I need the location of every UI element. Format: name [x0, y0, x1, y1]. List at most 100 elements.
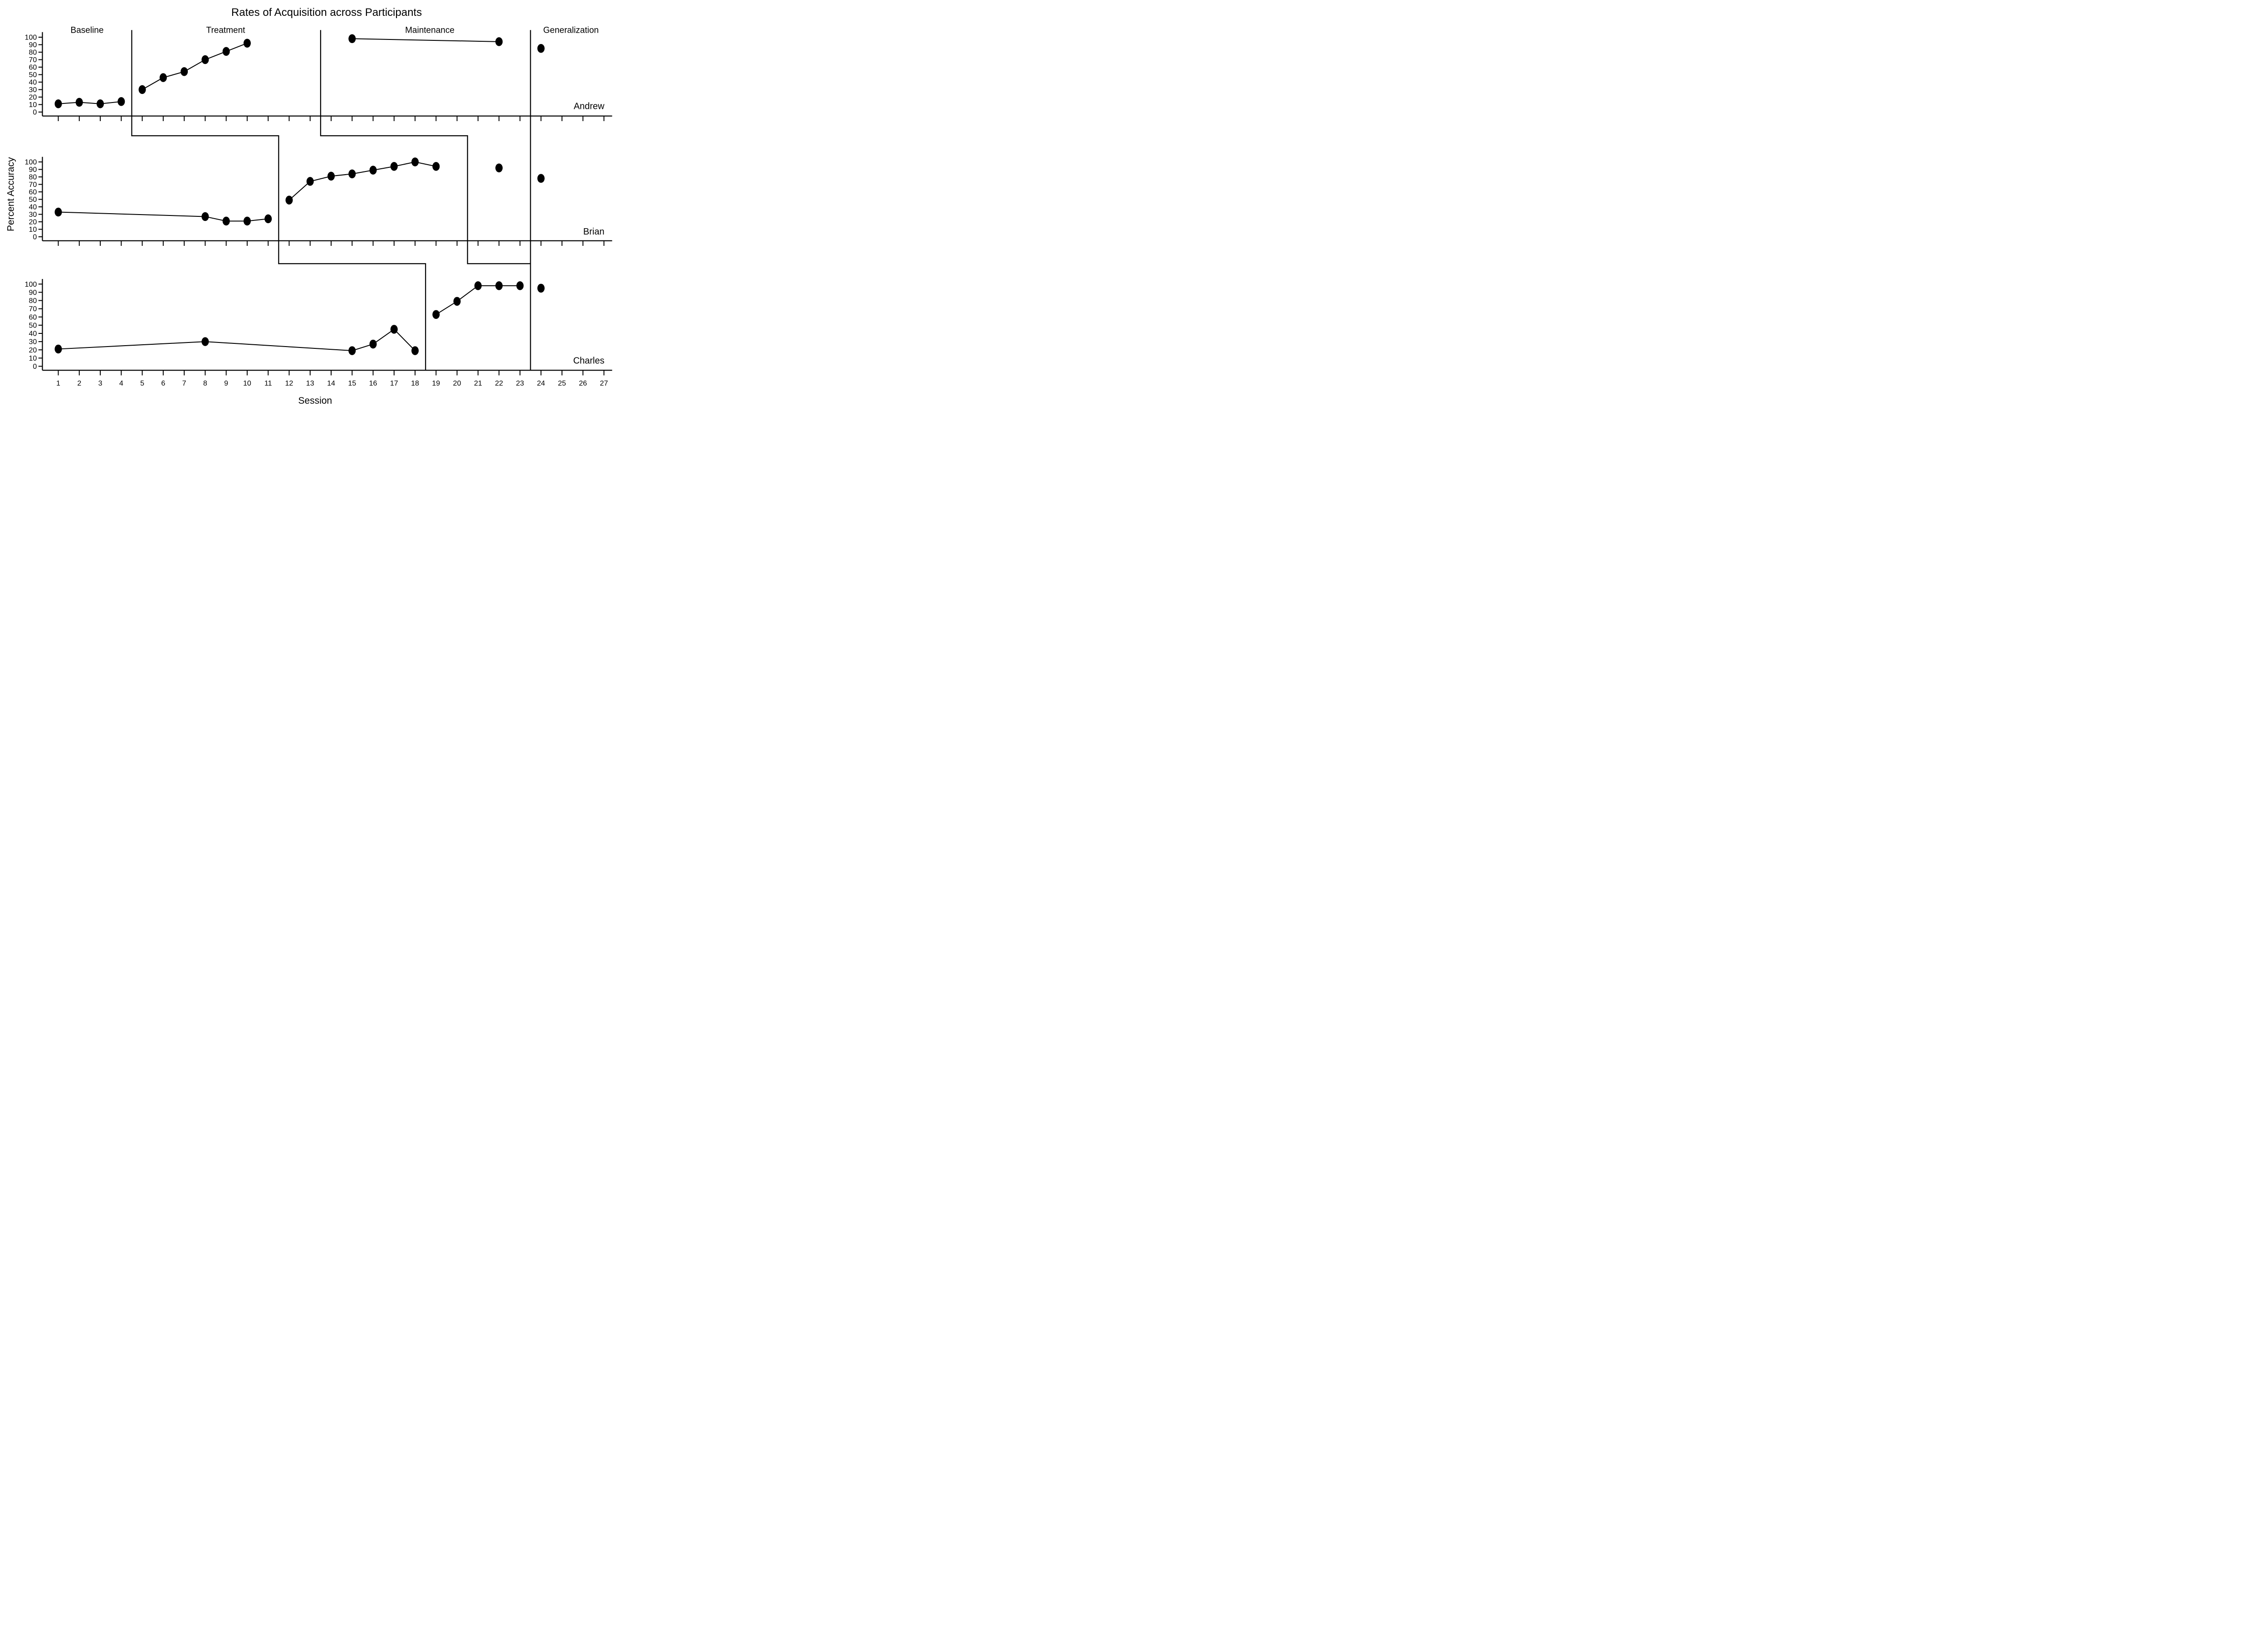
x-tick-label: 1: [56, 380, 60, 387]
y-tick-label: 70: [29, 305, 37, 313]
x-tick-label: 24: [537, 380, 545, 387]
data-point-brian-treatment-s13: [306, 177, 314, 186]
phase-line-treatment-start: [131, 30, 426, 371]
x-tick-label: 21: [474, 380, 482, 387]
y-tick-label: 100: [25, 159, 37, 166]
x-axis-title: Session: [298, 396, 332, 406]
y-tick-label: 10: [29, 226, 37, 234]
data-point-brian-baseline-s11: [264, 214, 272, 224]
data-point-andrew-treatment-s9: [222, 47, 230, 56]
phase-label-baseline: Baseline: [71, 26, 104, 35]
page: { "chart_data": { "type": "line", "title…: [0, 0, 612, 408]
x-tick-label: 23: [516, 380, 524, 387]
x-tick-label: 10: [243, 380, 251, 387]
data-point-andrew-maintenance-s15: [348, 34, 356, 44]
series-line-andrew-treatment: [142, 43, 248, 90]
data-point-charles-treatment-s23: [516, 281, 524, 290]
y-tick-label: 40: [29, 79, 37, 87]
data-point-andrew-generalization-s24: [537, 44, 545, 53]
x-tick-label: 17: [390, 380, 398, 387]
x-tick-label: 27: [600, 380, 608, 387]
series-line-charles-baseline: [58, 328, 415, 352]
data-point-charles-treatment-s19: [432, 310, 440, 319]
y-tick-label: 0: [33, 234, 37, 241]
x-tick-label: 15: [348, 380, 356, 387]
data-point-andrew-treatment-s10: [243, 39, 251, 48]
y-tick-label: 50: [29, 322, 37, 329]
data-point-charles-treatment-s22: [495, 281, 503, 290]
data-point-andrew-baseline-s1: [54, 99, 62, 108]
y-tick-label: 60: [29, 189, 37, 196]
y-tick-label: 50: [29, 71, 37, 79]
chart-container: 0 10 20 30 40 50 60 70 80 90 100 0 10 20 30 40 50 60 70 80 9…: [0, 0, 612, 408]
y-tick-label: 0: [33, 109, 37, 117]
data-point-andrew-treatment-s6: [159, 73, 167, 82]
y-tick-label: 100: [25, 281, 37, 288]
data-point-andrew-baseline-s2: [75, 98, 83, 107]
x-tick-label: 5: [140, 380, 144, 387]
y-tick-label: 60: [29, 64, 37, 72]
chart-title: Rates of Acquisition across Participants: [231, 6, 422, 19]
data-point-brian-treatment-s16: [369, 166, 377, 175]
x-tick-label: 3: [98, 380, 103, 387]
data-point-andrew-treatment-s7: [181, 67, 188, 76]
y-tick-label: 90: [29, 41, 37, 49]
y-tick-label: 80: [29, 297, 37, 305]
phase-label-treatment: Treatment: [206, 26, 246, 35]
y-tick-label: 20: [29, 347, 37, 354]
x-tick-label: 20: [453, 380, 461, 387]
x-tick-label: 2: [77, 380, 81, 387]
x-tick-label: 11: [264, 380, 272, 387]
data-point-charles-generalization-s24: [537, 284, 545, 293]
y-tick-label: 90: [29, 289, 37, 297]
y-tick-label: 10: [29, 355, 37, 362]
y-tick-label: 70: [29, 181, 37, 189]
x-tick-label: 22: [495, 380, 503, 387]
data-point-brian-baseline-s10: [243, 216, 251, 226]
x-tick-label: 8: [203, 380, 207, 387]
x-tick-label: 13: [306, 380, 314, 387]
data-point-andrew-treatment-s8: [201, 55, 209, 64]
data-point-andrew-treatment-s5: [138, 85, 146, 94]
data-point-charles-baseline-s1: [54, 344, 62, 354]
participant-label-andrew: Andrew: [574, 102, 605, 112]
y-tick-label: 30: [29, 86, 37, 94]
data-point-charles-treatment-s21: [474, 281, 482, 290]
data-point-andrew-baseline-s3: [97, 99, 104, 108]
data-point-brian-maintenance-s22: [495, 163, 503, 172]
y-tick-label: 50: [29, 196, 37, 204]
phase-label-generalization: Generalization: [543, 26, 599, 35]
data-point-brian-treatment-s19: [432, 162, 440, 171]
y-tick-label: 20: [29, 94, 37, 102]
data-point-charles-baseline-s17: [390, 325, 398, 334]
x-tick-label: 16: [369, 380, 377, 387]
plot-layer: 0102030405060708090100010203040506070809…: [25, 30, 612, 387]
data-point-brian-treatment-s18: [411, 157, 419, 166]
y-tick-label: 10: [29, 101, 37, 109]
participant-label-brian: Brian: [583, 227, 605, 237]
data-point-brian-generalization-s24: [537, 174, 545, 183]
x-tick-label: 12: [285, 380, 293, 387]
phase-label-maintenance: Maintenance: [405, 26, 455, 35]
data-point-brian-treatment-s17: [390, 162, 398, 171]
y-tick-label: 40: [29, 204, 37, 211]
x-tick-label: 14: [327, 380, 335, 387]
data-point-charles-baseline-s18: [411, 346, 419, 355]
x-tick-label: 9: [224, 380, 228, 387]
y-tick-label: 70: [29, 56, 37, 64]
x-tick-label: 25: [558, 380, 566, 387]
y-tick-label: 60: [29, 313, 37, 321]
data-point-brian-baseline-s8: [201, 212, 209, 221]
y-tick-label: 100: [25, 34, 37, 42]
participant-label-charles: Charles: [573, 356, 605, 366]
x-tick-label: 19: [432, 380, 440, 387]
phase-line-maintenance-start: [320, 30, 531, 264]
data-point-brian-treatment-s15: [348, 169, 356, 179]
series-line-brian-baseline: [58, 211, 269, 222]
y-axis-title: Percent Accuracy: [6, 157, 16, 231]
data-point-andrew-maintenance-s22: [495, 37, 503, 46]
y-tick-label: 40: [29, 330, 37, 338]
x-tick-label: 4: [119, 380, 123, 387]
y-tick-label: 80: [29, 49, 37, 57]
x-tick-label: 6: [161, 380, 165, 387]
